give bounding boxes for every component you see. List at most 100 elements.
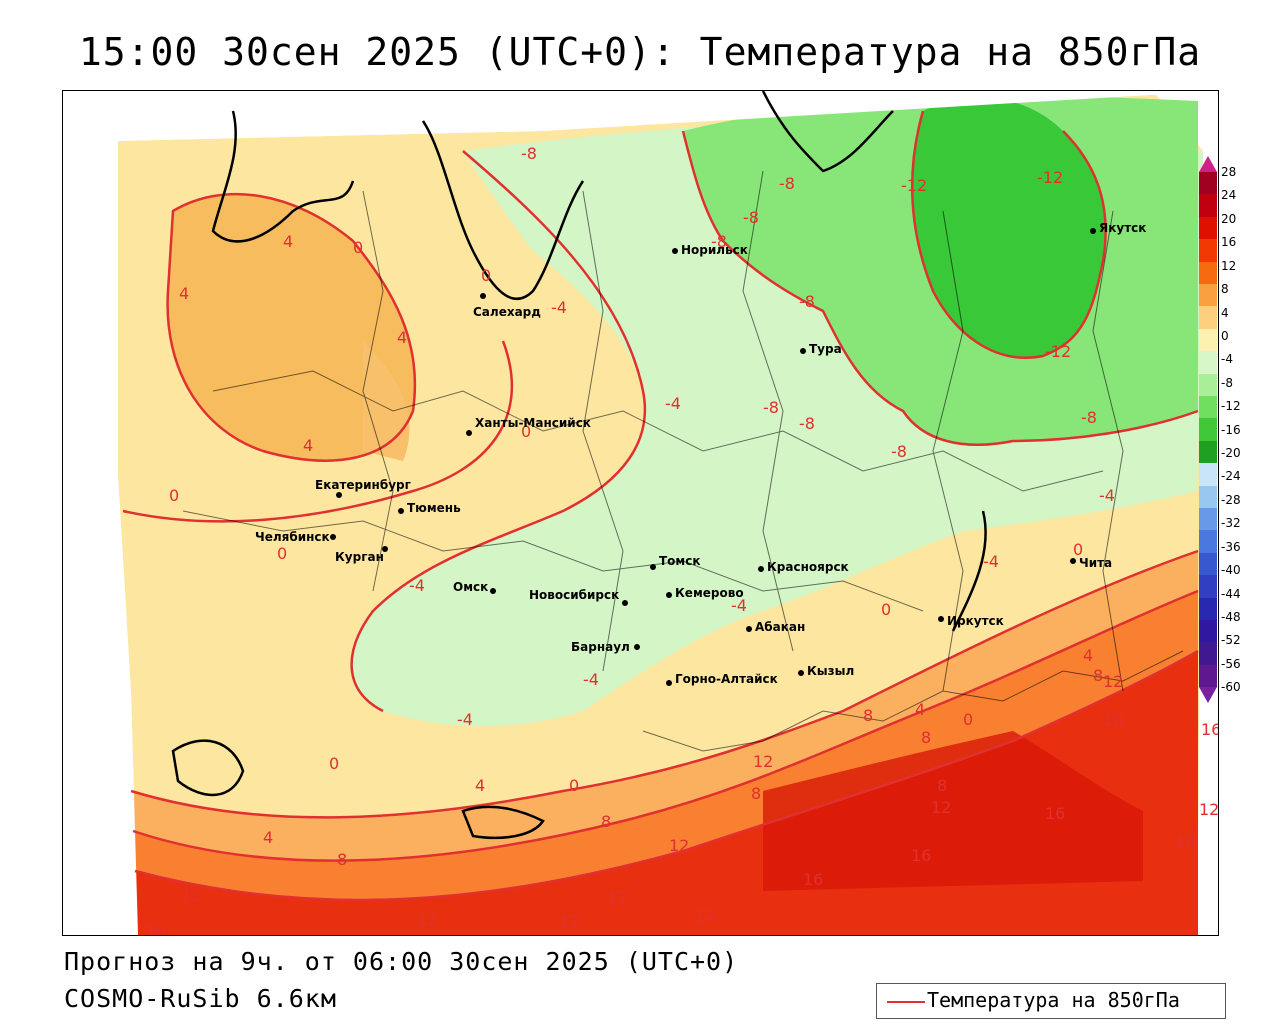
colorbar-arrow-bottom [1199,687,1217,704]
forecast-info: Прогноз на 9ч. от 06:00 30сен 2025 (UTC+… [64,947,739,976]
city-label: Красноярск [767,560,849,574]
city-label: Барнаул [571,640,630,654]
city-label: Тура [809,342,842,356]
colorbar-swatch [1199,373,1217,396]
city-label: Горно-Алтайск [675,672,778,686]
colorbar-swatch [1199,261,1217,284]
iso-label: 0 [329,754,339,773]
colorbar-tick-label: 12 [1221,258,1237,273]
iso-label: -4 [665,394,681,413]
colorbar-tick-label: 0 [1221,328,1229,343]
colorbar-tick-label: -20 [1221,446,1241,461]
iso-label: 12 [1103,672,1123,691]
colorbar-tick-label: -24 [1221,469,1241,484]
legend-label: Температура на 850гПа [927,988,1180,1012]
iso-label: 12 [559,912,579,931]
iso-label: 16 [911,846,931,865]
colorbar-tick-label: -12 [1221,399,1241,414]
iso-label: -4 [731,596,747,615]
iso-label: 12 [695,906,715,925]
iso-label: -8 [763,398,779,417]
legend-line-swatch [887,1001,925,1003]
colorbar-tick-label: 20 [1221,211,1237,226]
colorbar-tick-label: -16 [1221,422,1241,437]
colorbar-swatch [1199,440,1217,464]
colorbar-swatch [1199,194,1217,217]
colorbar-tick-label: -56 [1221,656,1241,671]
colorbar-swatch [1199,351,1217,374]
iso-label: 16 [803,870,823,889]
iso-label: 0 [481,266,491,285]
colorbar-tick-label: -52 [1221,633,1241,648]
iso-label: 8 [601,812,611,831]
iso-label: 12 [753,752,773,771]
iso-label: 4 [1083,646,1093,665]
city-label: Омск [453,580,488,594]
colorbar-tick-label: 24 [1221,188,1237,203]
iso-label: 0 [169,486,179,505]
colorbar-tick-label: 16 [1221,235,1237,250]
iso-label: 8 [337,850,347,869]
iso-label: 4 [397,328,407,347]
colorbar-tick-label: -44 [1221,586,1241,601]
colorbar-swatch [1199,575,1217,598]
colorbar-swatch [1199,620,1217,643]
colorbar-swatch [1199,485,1217,508]
legend: Температура на 850гПа [876,983,1226,1019]
iso-label: 16 [1201,720,1218,739]
iso-label: 8 [937,776,947,795]
temperature-map: -8 -8 -8 -8 -8 -8 -8 -8 -8 -12 -12 -12 -… [62,90,1219,936]
city-label: Чита [1079,556,1112,570]
iso-label: -4 [409,576,425,595]
iso-label: 4 [283,232,293,251]
city-label: Тюмень [407,501,461,515]
colorbar-swatch [1199,418,1217,441]
iso-label: 12 [607,888,627,907]
city-label: Томск [659,554,701,568]
iso-label: 8 [921,728,931,747]
map-title: 15:00 30сен 2025 (UTC+0): Температура на… [78,30,1202,74]
iso-label: 12 [931,798,951,817]
city-label: Норильск [681,243,748,257]
iso-label: -8 [711,232,727,251]
colorbar-swatch [1199,239,1217,262]
city-label: Кемерово [675,586,744,600]
city-label: Курган [335,550,384,564]
cities: Салехард Норильск Тура Якутск Ханты-Манс… [255,221,1146,686]
iso-label: 0 [277,544,287,563]
colorbar-swatch [1199,552,1217,576]
iso-label: -8 [521,144,537,163]
colorbar-swatch [1199,664,1217,688]
colorbar-tick-label: -28 [1221,492,1241,507]
iso-label: -4 [457,710,473,729]
coldest-region-yakutia [912,97,1106,358]
colorbar-swatch [1199,284,1217,307]
iso-label: 12 [181,886,201,905]
colorbar-arrow-top [1199,156,1217,172]
iso-label: 0 [963,710,973,729]
iso-label: 8 [1093,666,1103,685]
city-label: Новосибирск [529,588,619,602]
colorbar-tick-label: -4 [1221,352,1233,367]
city-label: Челябинск [255,530,330,544]
coastline [171,91,987,840]
warm-region-west [167,194,415,461]
iso-label: 12 [669,836,689,855]
colorbar-swatch [1199,216,1217,240]
colorbar-swatch [1199,306,1217,329]
iso-label: 16 [1045,804,1065,823]
colorbar-tick-label: 4 [1221,305,1229,320]
colorbar [1199,156,1217,704]
colorbar-swatch [1199,396,1217,419]
iso-label: 0 [569,776,579,795]
colorbar-swatch [1199,530,1217,553]
iso-label: 0 [1073,540,1083,559]
iso-label: -4 [983,552,999,571]
iso-label: 8 [863,706,873,725]
colorbar-tick-label: -48 [1221,609,1241,624]
iso-label: 0 [881,600,891,619]
colorbar-swatch [1199,597,1217,620]
iso-label: -8 [891,442,907,461]
iso-label: -8 [799,292,815,311]
colorbar-tick-label: 28 [1221,165,1237,179]
